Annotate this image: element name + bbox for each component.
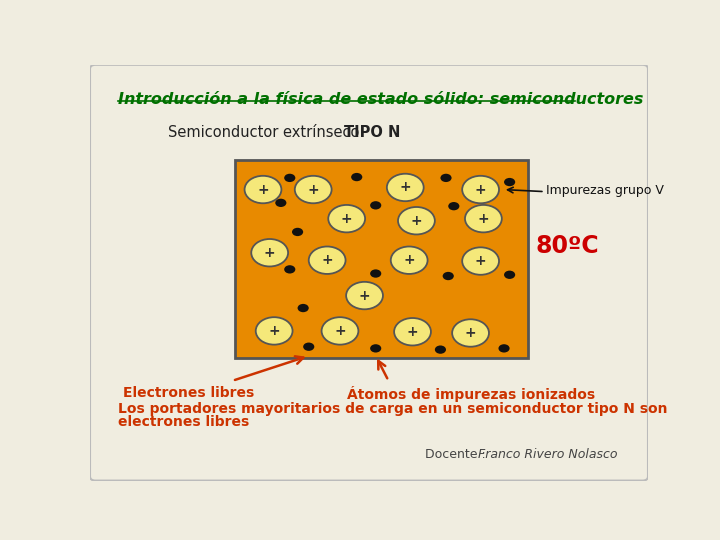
Text: Introducción a la física de estado sólido: semiconductores: Introducción a la física de estado sólid… (118, 92, 643, 107)
Text: +: + (307, 183, 319, 197)
Circle shape (251, 239, 288, 266)
Circle shape (292, 228, 303, 236)
FancyBboxPatch shape (90, 65, 648, 481)
Circle shape (387, 174, 423, 201)
Circle shape (309, 246, 346, 274)
Circle shape (370, 269, 382, 278)
Text: +: + (474, 183, 487, 197)
Circle shape (346, 282, 383, 309)
Text: +: + (403, 253, 415, 267)
Circle shape (398, 207, 435, 234)
Text: Semiconductor extrínseco:: Semiconductor extrínseco: (168, 125, 369, 140)
Text: Átomos de impurezas ionizados: Átomos de impurezas ionizados (347, 386, 595, 402)
Circle shape (441, 174, 451, 182)
Circle shape (284, 174, 295, 182)
Text: Los portadores mayoritarios de carga en un semiconductor tipo N son: Los portadores mayoritarios de carga en … (118, 402, 667, 416)
Text: +: + (407, 325, 418, 339)
Text: TIPO N: TIPO N (344, 125, 400, 140)
Circle shape (297, 304, 309, 312)
Circle shape (245, 176, 282, 203)
Circle shape (322, 317, 359, 345)
Circle shape (370, 344, 382, 353)
Circle shape (303, 342, 315, 351)
Text: +: + (474, 254, 487, 268)
Text: electrones libres: electrones libres (118, 415, 249, 429)
Circle shape (394, 318, 431, 346)
Circle shape (284, 265, 295, 274)
Text: +: + (321, 253, 333, 267)
Text: +: + (410, 214, 422, 228)
Bar (235, 160, 528, 358)
Circle shape (370, 201, 382, 210)
Circle shape (504, 271, 516, 279)
Text: +: + (264, 246, 276, 260)
Text: +: + (269, 324, 280, 338)
Text: +: + (359, 288, 370, 302)
Circle shape (328, 205, 365, 232)
Text: Electrones libres: Electrones libres (124, 386, 255, 400)
Circle shape (452, 319, 489, 347)
Text: +: + (257, 183, 269, 197)
Circle shape (256, 317, 292, 345)
Circle shape (498, 344, 510, 353)
Circle shape (435, 346, 446, 354)
Circle shape (462, 247, 499, 275)
Circle shape (275, 199, 287, 207)
Text: +: + (341, 212, 353, 226)
Circle shape (462, 176, 499, 203)
Circle shape (465, 205, 502, 232)
Circle shape (449, 202, 459, 211)
Circle shape (351, 173, 362, 181)
Text: +: + (477, 212, 489, 226)
Circle shape (504, 178, 516, 186)
Circle shape (294, 176, 332, 203)
Text: +: + (400, 180, 411, 194)
Text: +: + (464, 326, 477, 340)
Text: Impurezas grupo V: Impurezas grupo V (546, 184, 665, 197)
Text: 80ºC: 80ºC (535, 234, 599, 258)
Circle shape (443, 272, 454, 280)
Text: +: + (334, 324, 346, 338)
Circle shape (391, 246, 428, 274)
Text: Franco Rivero Nolasco: Franco Rivero Nolasco (478, 448, 617, 461)
Text: Docente :: Docente : (425, 448, 490, 461)
